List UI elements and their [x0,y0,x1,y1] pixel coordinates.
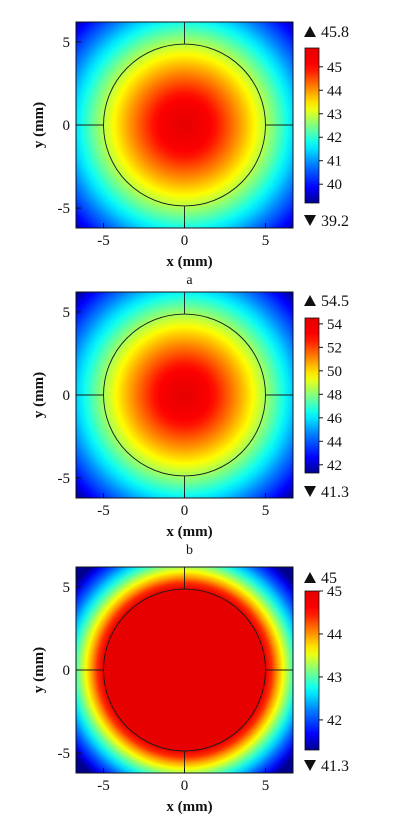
colorbar-tick-label: 54 [327,317,343,333]
colorbar-scale [304,47,320,204]
colorbar-tick-label: 42 [327,458,342,474]
colorbar: 54.5 41.3 42 44 46 48 50 52 54 [304,293,349,501]
heatmap-plot [76,22,293,228]
colorbar-tick-label: 52 [327,340,342,356]
max-triangle-icon [304,26,316,37]
panel-a: -5 0 5-505 x (mm) y (mm) a 45.8 39.2 40414… [31,21,349,288]
temperature-field [76,567,293,773]
x-tick-label: -5 [97,503,110,519]
heatmap-plot [76,567,293,773]
x-tick-label: 5 [262,233,270,249]
temperature-field [76,22,293,228]
y-tick-label: 5 [63,305,71,321]
x-tick-label: -5 [97,778,110,794]
colorbar-tick-label: 44 [327,434,343,450]
colorbar-tick-label: 41 [327,154,342,170]
colorbar: 45.8 39.2 40 41 42 43 44 45 [304,24,349,230]
y-tick-label: 0 [63,118,71,134]
axes: -5 0 5 -5 0 5 [58,21,294,249]
y-axis-label: y (mm) [31,372,47,418]
colorbar-tick-label: 45 [327,60,342,76]
x-axis-label: x (mm) [166,254,212,270]
colorbar: 45 41.3 42 43 44 45 [304,570,349,775]
min-triangle-icon [304,215,316,226]
heatmap-plot [76,292,293,498]
colorbar-tick-label: 46 [327,411,343,427]
colorbar-min-label: 39.2 [321,213,349,230]
panel-b: -5 0 5 -5 0 5 x (mm) y (mm) b 54.5 41.3 42 44 4… [31,291,349,558]
colorbar-tick-label: 43 [327,670,342,686]
max-triangle-icon [304,572,316,583]
y-tick-label: 5 [63,35,71,51]
colorbar-tick-label: 48 [327,387,342,403]
colorbar-min-label: 41.3 [321,758,349,775]
x-tick-label: 0 [181,778,189,794]
min-triangle-icon [304,760,316,771]
y-axis-label: y (mm) [31,647,47,693]
y-tick-label: 5 [63,580,71,596]
min-triangle-icon [304,486,316,497]
panel-label: b [186,543,193,558]
x-tick-label: -5 [97,233,110,249]
colorbar-tick-label: 42 [327,130,342,146]
x-tick-label: 0 [181,233,189,249]
y-tick-label: -5 [58,471,71,487]
colorbar-max-label: 45 [321,570,337,587]
max-triangle-icon [304,295,316,306]
colorbar-max-label: 45.8 [321,24,349,41]
axes: -5 0 5 -5 0 5 [58,291,294,519]
y-tick-label: 0 [63,663,71,679]
colorbar-tick-label: 44 [327,83,343,99]
panel-label: a [186,273,193,288]
colorbar-tick-label: 40 [327,177,342,193]
colorbar-tick-label: 43 [327,107,342,123]
colorbar-scale [304,317,320,474]
x-axis-label: x (mm) [166,524,212,540]
x-tick-label: 5 [262,503,270,519]
colorbar-max-label: 54.5 [321,293,349,310]
colorbar-min-label: 41.3 [321,484,349,501]
colorbar-tick-label: 50 [327,364,342,380]
colorbar-scale [304,590,320,751]
y-axis-label: y (mm) [31,102,47,148]
colorbar-tick-label: 45 [327,584,342,600]
colorbar-tick-label: 44 [327,627,343,643]
x-axis-label: x (mm) [166,799,212,815]
y-tick-label: 0 [63,388,71,404]
temperature-field [76,292,293,498]
colorbar-tick-label: 42 [327,713,342,729]
axes: -5 0 5 -5 0 5 [58,566,294,794]
y-tick-label: -5 [58,201,71,217]
y-tick-label: -5 [58,746,71,762]
x-tick-label: 0 [181,503,189,519]
x-tick-label: 5 [262,778,270,794]
panel-c: -5 0 5 -5 0 5 x (mm) y (mm) 45 41.3 42 43 44 45 [31,566,349,815]
